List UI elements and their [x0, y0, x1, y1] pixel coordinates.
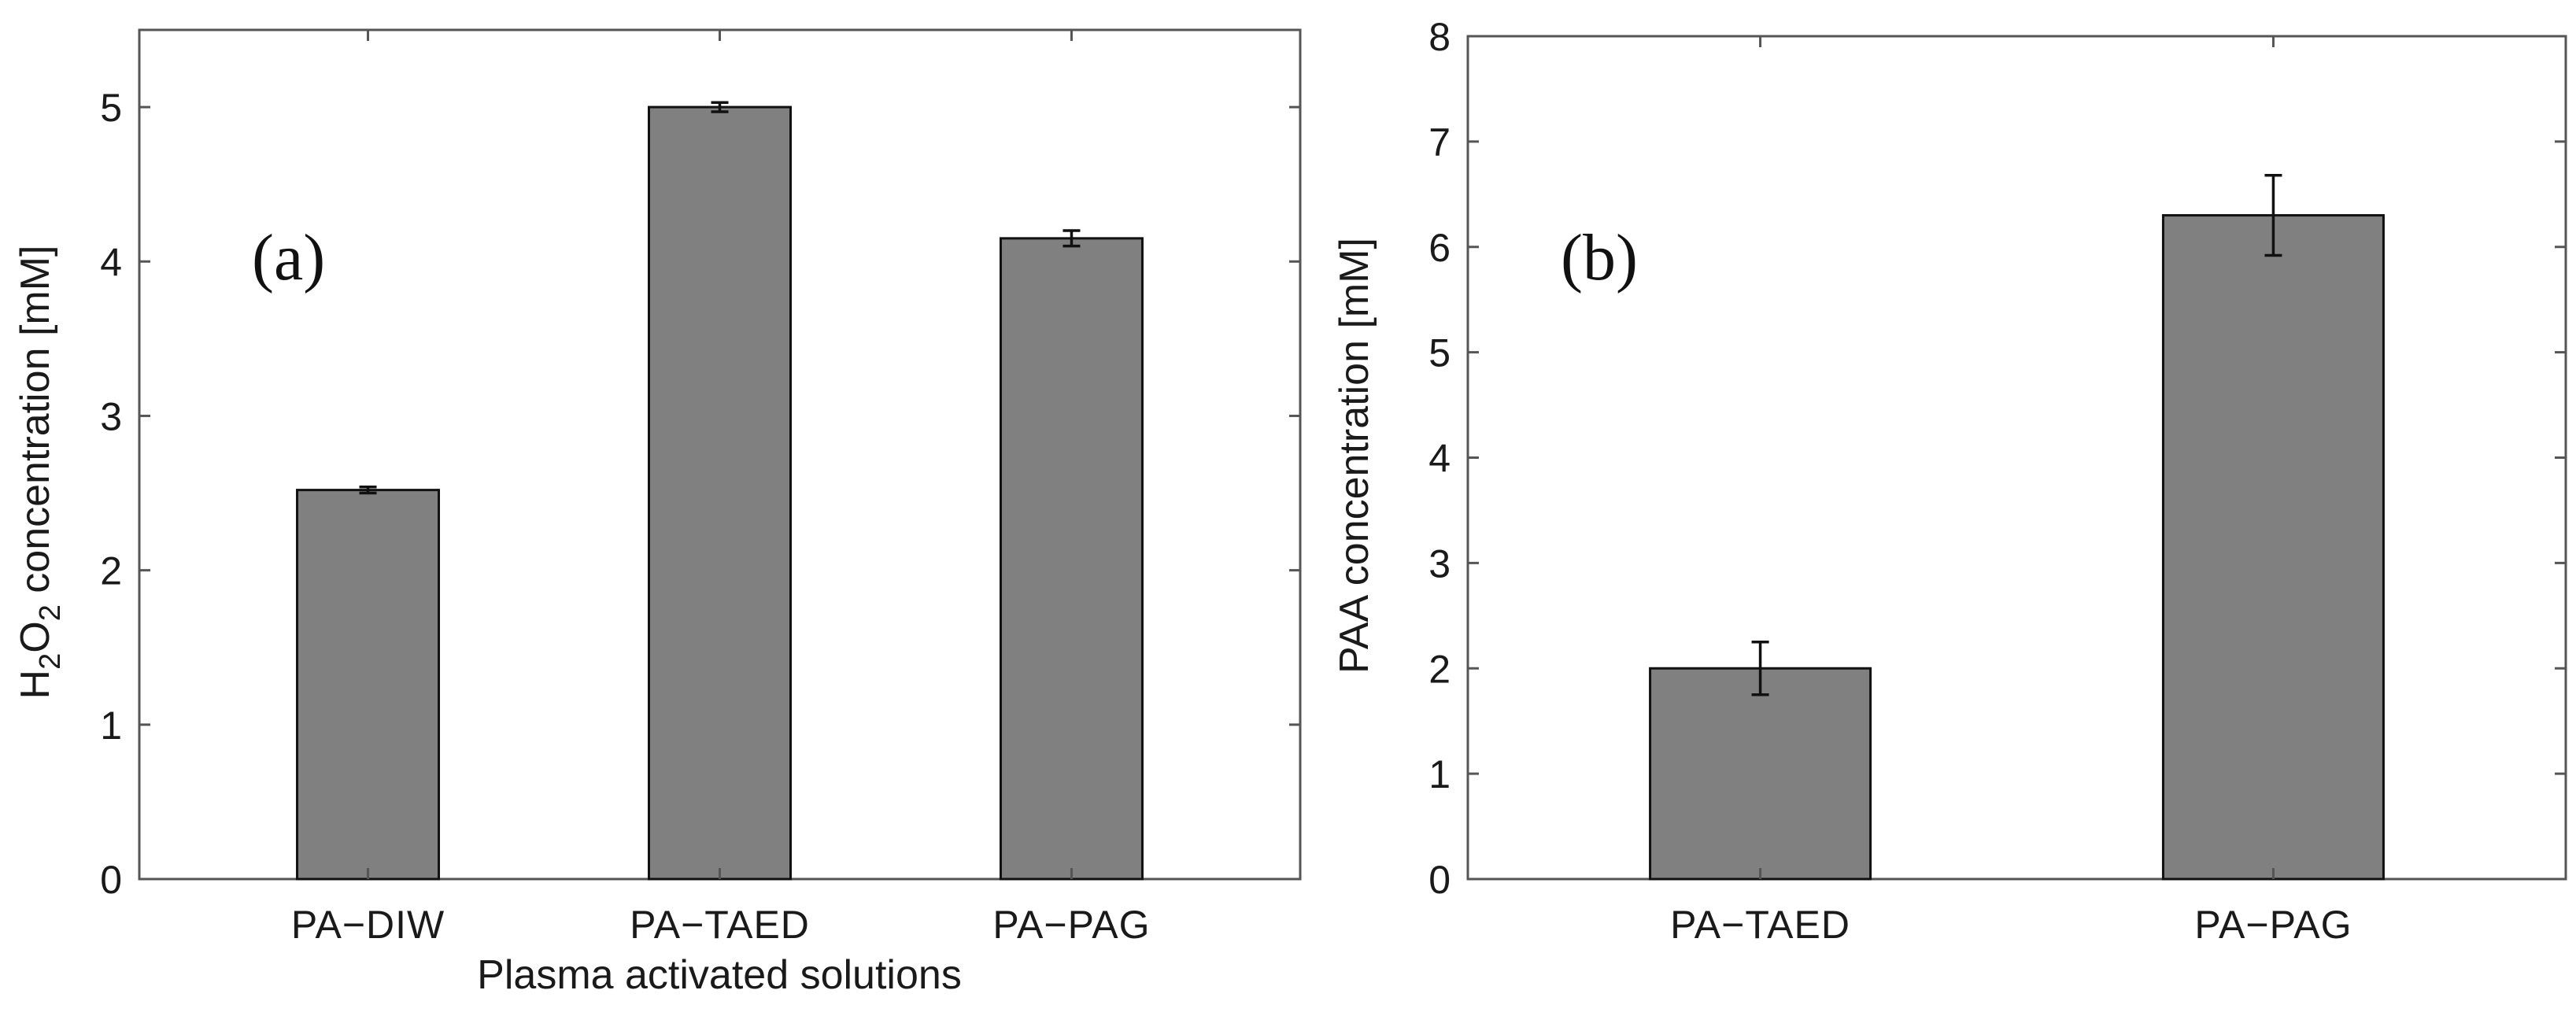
- panel-a-ytick-label: 3: [100, 394, 122, 438]
- panel-b-category-label: PA−TAED: [1670, 903, 1850, 947]
- panel-a-bar: [648, 105, 792, 881]
- panel-b-ytick-label: 4: [1428, 437, 1451, 481]
- panel-b-plot-frame: [1466, 35, 2567, 881]
- panel-a-category-label: PA−DIW: [291, 903, 445, 947]
- panel-a-ytick-label: 4: [100, 240, 122, 284]
- panel-b-ytick-label: 2: [1428, 647, 1451, 691]
- panel-a-ytick-label: 1: [100, 704, 122, 748]
- panel-a-bar: [999, 237, 1144, 881]
- panel-a-ylabel: H2O2 concentration [mM]: [13, 246, 67, 700]
- panel-b-ytick-label: 8: [1428, 15, 1451, 59]
- panel-a-ytick-label: 5: [100, 86, 122, 130]
- panel-b-ylabel: PAA concentration [mM]: [1332, 238, 1377, 674]
- panel-a-category-label: PA−TAED: [630, 903, 810, 947]
- panel-b-chart: (b) PAA concentration [mM] 0 1 2 3 4 5 6 7 8 PA−T…: [1332, 15, 2567, 947]
- panel-b-ytick-label: 1: [1428, 752, 1451, 796]
- panel-b-bar: [2161, 214, 2385, 881]
- panel-a-bar: [296, 489, 441, 881]
- panel-a-chart: (a) Plasma activated solutions H2O2 conc…: [13, 28, 1302, 998]
- panel-b-ytick-label: 0: [1428, 858, 1451, 902]
- panel-a-ytick-label: 0: [100, 858, 122, 902]
- panel-b-ytick-label: 7: [1428, 120, 1451, 164]
- panel-b-ytick-label: 6: [1428, 226, 1451, 270]
- panel-b-ytick-label: 5: [1428, 331, 1451, 375]
- panel-b-label: (b): [1561, 221, 1638, 294]
- panel-a-xlabel: Plasma activated solutions: [477, 952, 962, 998]
- panel-b-bar: [1649, 667, 1872, 881]
- panel-a-label: (a): [252, 221, 325, 294]
- panel-b-ytick-label: 3: [1428, 541, 1451, 586]
- panel-a-category-label: PA−PAG: [992, 903, 1150, 947]
- panel-b-category-label: PA−PAG: [2194, 903, 2352, 947]
- panel-a-ytick-label: 2: [100, 549, 122, 593]
